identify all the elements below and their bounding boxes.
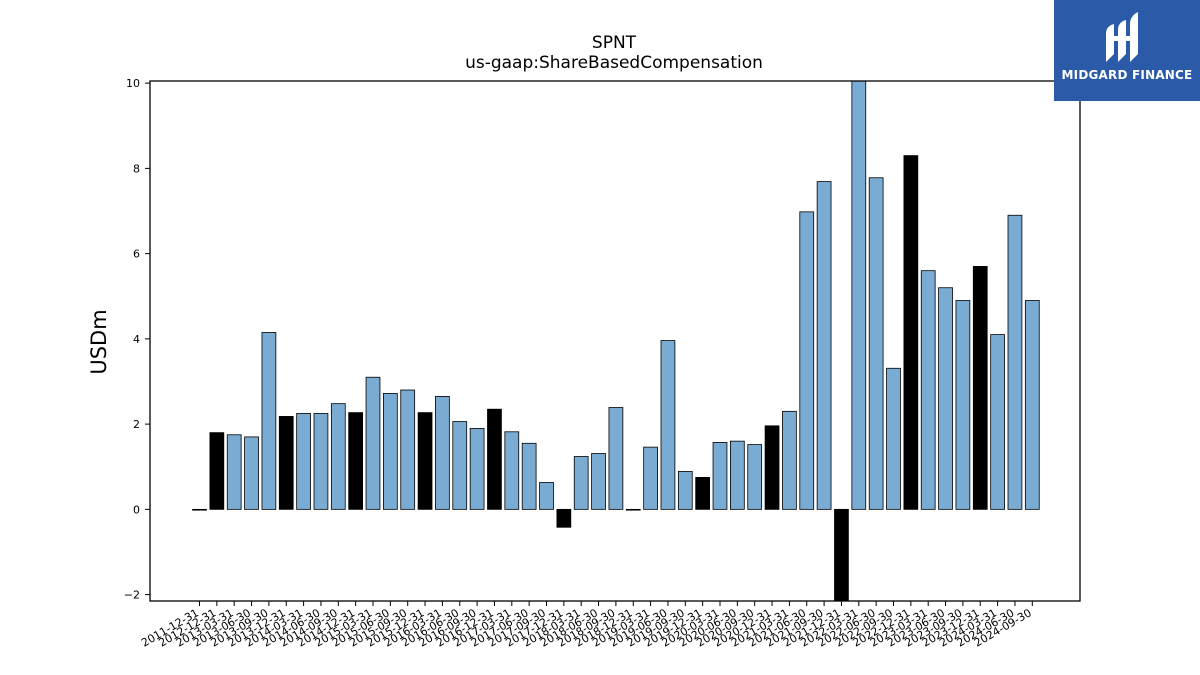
bar-2018-09-30 (608, 407, 624, 510)
bar-2022-09-30 (886, 367, 901, 510)
bar-2016-09-30 (469, 427, 485, 510)
bar-2021-06-30 (799, 211, 815, 510)
bar-2017-03-31 (504, 431, 520, 510)
bars-group (192, 80, 1040, 602)
bar-2016-06-30 (452, 421, 468, 510)
y-tick-label: 2 (133, 418, 140, 431)
chart-title: SPNT (592, 33, 637, 53)
bar-2014-06-30 (313, 413, 329, 510)
bar-2013-09-30 (261, 332, 277, 510)
bar-2016-12-31 (487, 408, 502, 510)
bar-2020-03-31 (712, 442, 728, 510)
bar-2015-09-30 (400, 389, 416, 510)
bar-2020-06-30 (730, 440, 745, 510)
bar-2023-03-31 (920, 270, 936, 510)
bar-2018-03-31 (573, 456, 589, 510)
logo-text: MIDGARD FINANCE (1061, 68, 1193, 82)
bar-2014-12-31 (348, 412, 364, 510)
y-tick-label: 6 (133, 248, 140, 261)
bar-2021-09-30 (816, 181, 832, 510)
bar-2014-03-31 (296, 413, 311, 510)
y-tick-label: 8 (133, 162, 140, 175)
plot-frame (149, 80, 1081, 602)
bar-2024-06-30 (1007, 214, 1023, 510)
bar-2015-03-31 (365, 376, 381, 510)
y-tick-label: 4 (133, 333, 140, 346)
bar-2012-12-31 (209, 432, 225, 510)
bar-2017-12-31 (556, 508, 572, 528)
bar-2016-03-31 (435, 396, 450, 510)
bar-2020-09-30 (747, 444, 763, 510)
bar-2017-06-30 (521, 442, 537, 510)
y-tick-label: 10 (126, 77, 140, 90)
bar-2021-12-31 (834, 508, 849, 602)
bar-2011-12-31 (192, 508, 207, 511)
bar-2018-12-31 (625, 508, 641, 511)
bar-2019-12-31 (695, 476, 711, 510)
bar-2022-06-30 (868, 177, 884, 510)
bar-2019-09-30 (677, 471, 693, 510)
y-tick-label: −2 (124, 589, 140, 602)
bar-2015-12-31 (417, 412, 433, 510)
bar-2020-12-31 (764, 425, 780, 510)
bar-2023-06-30 (938, 287, 953, 510)
bar-2017-09-30 (539, 482, 554, 510)
bar-2013-06-30 (244, 436, 259, 510)
logo-mark-icon (1106, 12, 1138, 62)
bar-2023-09-30 (955, 300, 971, 510)
bar-2023-12-31 (972, 266, 988, 510)
brand-logo: MIDGARD FINANCE (1054, 0, 1200, 101)
bar-2013-12-31 (278, 416, 294, 510)
chart-subtitle: us-gaap:ShareBasedCompensation (465, 53, 763, 73)
x-axis: 2011-12-312012-12-312013-03-312013-06-30… (139, 601, 1034, 650)
bar-2022-03-31 (851, 80, 867, 510)
bar-2013-03-31 (226, 434, 242, 510)
bar-2021-03-31 (782, 410, 797, 510)
y-axis-label: USDm (87, 309, 111, 374)
bar-2019-03-31 (643, 446, 658, 510)
bar-2014-09-30 (330, 403, 346, 510)
bar-2019-06-30 (660, 340, 676, 510)
bar-2018-06-30 (591, 453, 606, 510)
y-tick-label: 0 (133, 503, 140, 516)
bar-2024-03-31 (990, 334, 1005, 510)
bar-2022-12-31 (903, 155, 919, 510)
bar-2015-06-30 (382, 393, 398, 510)
bar-2024-09-30 (1024, 300, 1040, 510)
y-axis: −2 0 2 4 6 8 10 (124, 77, 150, 602)
